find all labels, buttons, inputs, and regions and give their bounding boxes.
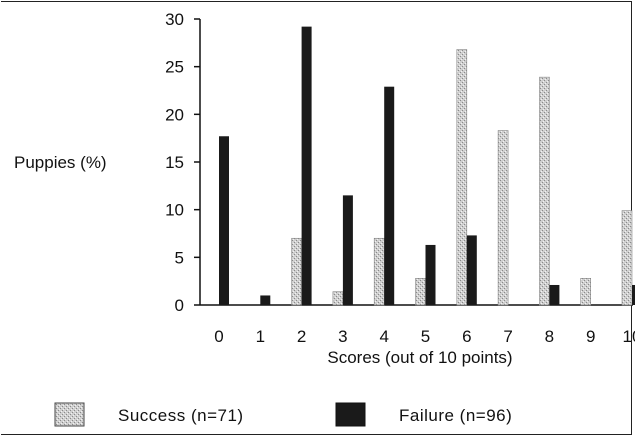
bar-success-9 [580,278,592,306]
bar-success-10 [621,210,633,306]
x-tick-label: 3 [338,327,347,346]
bar-failure-2 [301,26,312,305]
legend-label-success: Success (n=71) [118,406,244,425]
bar-success-5 [415,278,426,306]
bar-failure-6 [466,235,477,305]
bar-success-2 [291,237,302,306]
x-tick-label: 8 [545,327,554,346]
y-tick-label: 15 [165,153,184,172]
bar-success-6 [456,49,468,306]
bar-failure-1 [260,295,271,305]
x-tick-label: 1 [256,327,265,346]
bar-success-7 [497,130,509,306]
y-tick-label: 25 [165,58,184,77]
legend-swatch-failure [335,402,366,427]
bars [219,26,635,306]
x-tick-label: 6 [462,327,471,346]
x-axis-title: Scores (out of 10 points) [327,348,512,367]
bar-failure-0 [219,136,229,305]
bar-failure-5 [425,244,436,305]
legend-swatch-success [54,402,85,427]
bar-success-8 [539,76,550,306]
bar-failure-3 [342,195,353,305]
x-tick-label: 10 [623,327,635,346]
x-tick-label: 0 [214,327,223,346]
legend-label-failure: Failure (n=96) [399,406,512,425]
bar-success-3 [332,291,344,306]
bar-success-4 [373,237,385,306]
x-tick-label: 7 [503,327,512,346]
x-tick-label: 4 [379,327,388,346]
y-axis: 0 5 10 15 20 25 30 [165,10,201,315]
x-tick-label: 2 [297,327,306,346]
y-tick-label: 5 [175,248,184,267]
y-axis-title: Puppies (%) [14,153,107,172]
y-tick-label: 10 [165,201,184,220]
bar-failure-8 [549,284,560,305]
legend: Success (n=71) Failure (n=96) [54,402,512,427]
x-tick-label: 9 [586,327,595,346]
y-tick-label: 30 [165,10,184,29]
y-tick-label: 20 [165,105,184,124]
bar-failure-10 [632,284,635,305]
x-tick-label: 5 [421,327,430,346]
y-tick-label: 0 [175,296,184,315]
bar-failure-4 [384,86,395,305]
x-axis: 0 1 2 3 4 5 6 7 8 9 10 [200,304,635,346]
